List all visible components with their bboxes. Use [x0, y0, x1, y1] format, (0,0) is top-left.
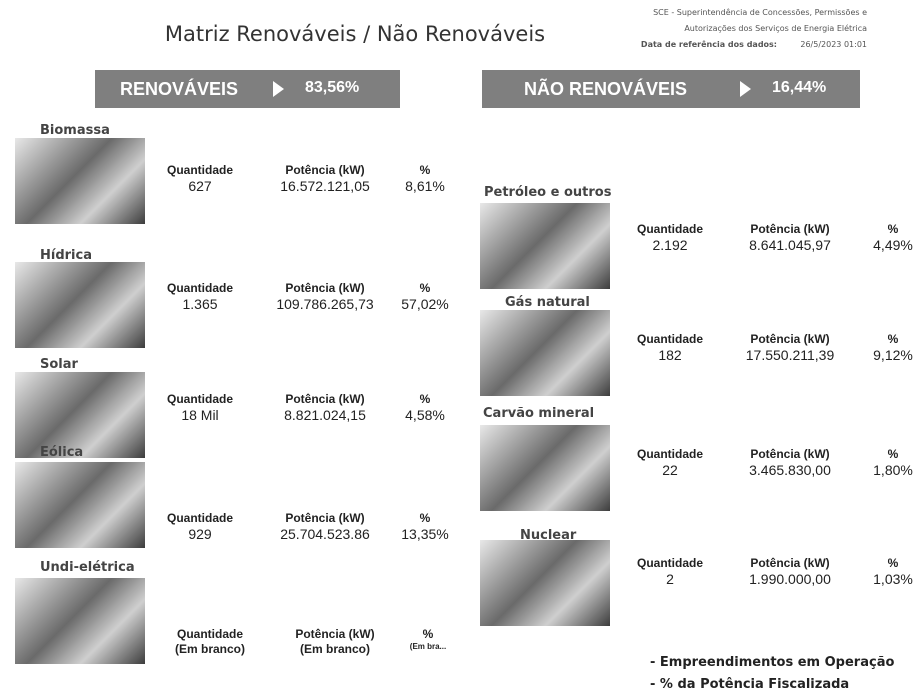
dashboard: Matriz Renováveis / Não Renováveis SCE -…	[0, 0, 917, 696]
power-value: 109.786.265,73	[276, 296, 373, 312]
percent-label: %	[420, 281, 431, 295]
percent-label: %	[420, 392, 431, 406]
quantity-value: 182	[658, 347, 681, 363]
banner-label: NÃO RENOVÁVEIS	[524, 79, 687, 100]
source-name: Hídrica	[40, 248, 92, 263]
banner-label: RENOVÁVEIS	[120, 79, 238, 100]
quantity-label: Quantidade	[167, 281, 233, 295]
reference-label: Data de referência dos dados:	[641, 40, 777, 49]
source-name: Petróleo e outros	[484, 185, 611, 200]
percent-value: 13,35%	[401, 526, 448, 542]
quantity-value: 1.365	[182, 296, 217, 312]
percent-value: 4,58%	[405, 407, 445, 423]
percent-value: 8,61%	[405, 178, 445, 194]
power-label: Potência (kW)	[285, 163, 364, 177]
quantity-label: Quantidade	[177, 627, 243, 641]
quantity-value: 18 Mil	[181, 407, 218, 423]
power-label: Potência (kW)	[750, 332, 829, 346]
power-value: 3.465.830,00	[749, 462, 831, 478]
percent-label: %	[888, 556, 899, 570]
percent-label: %	[420, 163, 431, 177]
quantity-value: 2	[666, 571, 674, 587]
percent-label: %	[888, 332, 899, 346]
source-image	[15, 578, 145, 664]
source-image	[480, 203, 610, 289]
source-name: Solar	[40, 357, 78, 372]
quantity-label: Quantidade	[167, 511, 233, 525]
quantity-label: Quantidade	[637, 556, 703, 570]
percent-label: %	[423, 627, 434, 641]
quantity-value: 22	[662, 462, 678, 478]
power-value: 16.572.121,05	[280, 178, 370, 194]
power-value: 8.641.045,97	[749, 237, 831, 253]
source-image	[15, 138, 145, 224]
quantity-label: Quantidade	[637, 222, 703, 236]
power-label: Potência (kW)	[285, 281, 364, 295]
source-image	[480, 540, 610, 626]
power-value: 17.550.211,39	[746, 347, 835, 363]
source-name: Gás natural	[505, 295, 590, 310]
percent-value: 1,03%	[873, 571, 913, 587]
quantity-value: (Em branco)	[175, 642, 245, 656]
quantity-value: 929	[188, 526, 211, 542]
power-label: Potência (kW)	[750, 447, 829, 461]
quantity-label: Quantidade	[167, 163, 233, 177]
note: - % da Potência Fiscalizada	[650, 677, 849, 692]
source-image	[15, 262, 145, 348]
quantity-value: 627	[188, 178, 211, 194]
reference-date: 26/5/2023 01:01	[800, 40, 867, 49]
quantity-label: Quantidade	[167, 392, 233, 406]
source-name: Eólica	[40, 445, 83, 460]
source-image	[480, 425, 610, 511]
quantity-label: Quantidade	[637, 332, 703, 346]
power-label: Potência (kW)	[285, 392, 364, 406]
source-line: Autorizações dos Serviços de Energia Elé…	[684, 24, 867, 33]
banner-value: 16,44%	[772, 79, 826, 97]
source-image	[480, 310, 610, 396]
percent-value: 57,02%	[401, 296, 448, 312]
percent-label: %	[888, 447, 899, 461]
power-label: Potência (kW)	[750, 222, 829, 236]
percent-value: 4,49%	[873, 237, 913, 253]
percent-value: 1,80%	[873, 462, 913, 478]
note: - Empreendimentos em Operação	[650, 655, 894, 670]
renewables-banner: RENOVÁVEIS 83,56%	[95, 70, 400, 108]
arrow	[740, 81, 751, 97]
source-line: SCE - Superintendência de Concessões, Pe…	[653, 8, 867, 17]
page-title: Matriz Renováveis / Não Renováveis	[165, 22, 545, 46]
percent-value: 9,12%	[873, 347, 913, 363]
percent-label: %	[420, 511, 431, 525]
non-renewables-banner: NÃO RENOVÁVEIS 16,44%	[482, 70, 860, 108]
power-value: 1.990.000,00	[749, 571, 831, 587]
power-value: (Em branco)	[300, 642, 370, 656]
percent-value: (Em bra...	[410, 642, 446, 651]
source-name: Nuclear	[520, 528, 576, 543]
percent-label: %	[888, 222, 899, 236]
power-value: 8.821.024,15	[284, 407, 366, 423]
arrow	[273, 81, 284, 97]
quantity-label: Quantidade	[637, 447, 703, 461]
power-label: Potência (kW)	[285, 511, 364, 525]
source-name: Undi-elétrica	[40, 560, 135, 575]
power-value: 25.704.523.86	[280, 526, 370, 542]
power-label: Potência (kW)	[750, 556, 829, 570]
source-image	[15, 462, 145, 548]
power-label: Potência (kW)	[295, 627, 374, 641]
source-name: Carvão mineral	[483, 406, 594, 421]
banner-value: 83,56%	[305, 79, 359, 97]
quantity-value: 2.192	[652, 237, 687, 253]
source-name: Biomassa	[40, 123, 110, 138]
